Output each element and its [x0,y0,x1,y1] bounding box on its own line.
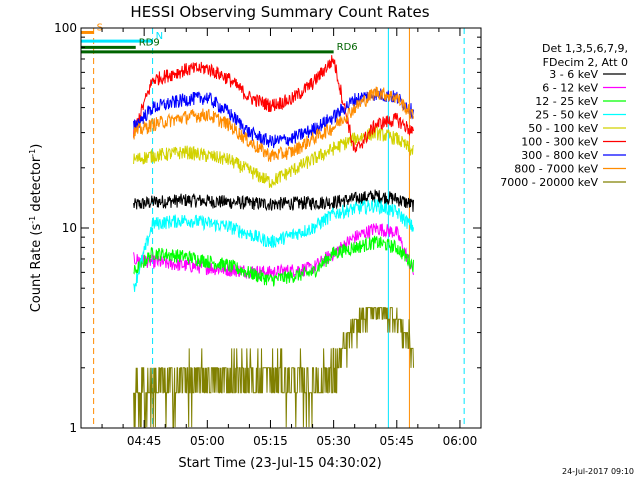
series-line-4 [133,125,414,189]
flag-label-3: RD6 [337,42,358,53]
x-tick-label-1: 05:00 [190,434,225,448]
flag-label-1: N [156,31,163,42]
y-tick-label-0: 1 [69,421,77,435]
x-tick-label-5: 06:00 [443,434,478,448]
y-tick-label-1: 10 [62,221,77,235]
x-tick-label-2: 05:15 [253,434,288,448]
legend-label-6: 300 - 800 keV [521,149,598,162]
series-line-0 [133,189,414,212]
flag-label-2: RD9 [139,37,160,48]
series-line-8 [133,307,414,428]
series-line-7 [133,86,414,162]
y-axis-label: Count Rate (s-1 detector-1) [28,144,44,313]
legend-label-2: 12 - 25 keV [535,95,598,108]
series-line-1 [133,223,414,280]
x-tick-label-3: 05:30 [316,434,351,448]
legend-header-line-2: FDecim 2, Att 0 [543,56,628,69]
legend-label-0: 3 - 6 keV [549,68,598,81]
footer-date: 24-Jul-2017 09:10 [562,467,634,476]
series-line-6 [133,88,414,149]
legend-header-line-1: Det 1,3,5,6,7,9, [542,42,628,55]
x-tick-label-4: 05:45 [379,434,414,448]
legend-label-1: 6 - 12 keV [542,82,598,95]
legend-label-4: 50 - 100 keV [528,122,598,135]
series-line-3 [133,199,414,292]
chart-title: HESSI Observing Summary Count Rates [130,3,429,21]
series-line-2 [133,235,414,287]
y-tick-label-2: 100 [54,21,77,35]
legend-label-3: 25 - 50 keV [535,109,598,122]
x-axis-label: Start Time (23-Jul-15 04:30:02) [178,456,381,471]
legend-label-5: 100 - 300 keV [521,136,598,149]
x-tick-label-0: 04:45 [127,434,162,448]
legend-label-7: 800 - 7000 keV [514,163,598,176]
legend-label-8: 7000 - 20000 keV [500,176,598,189]
series-line-5 [133,55,414,153]
